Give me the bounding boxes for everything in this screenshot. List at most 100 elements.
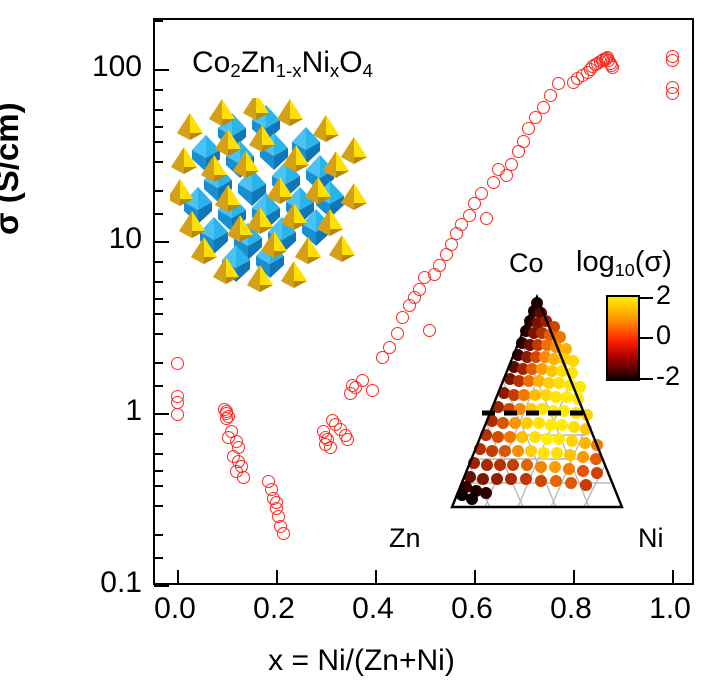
- x-tick-1.0: [672, 570, 674, 584]
- colorbar-label--2: -2: [656, 361, 681, 391]
- scatter-point: [504, 157, 518, 171]
- scatter-point: [341, 433, 355, 447]
- x-tick-0.8: [573, 570, 575, 584]
- scatter-point: [348, 381, 362, 395]
- y-minor-tick: [154, 213, 163, 215]
- scatter-point: [356, 373, 370, 387]
- x-axis-title: x = Ni/(Zn+Ni): [268, 644, 455, 677]
- scatter-point: [536, 100, 550, 114]
- ternary-inset-svg: [450, 293, 624, 509]
- formula-o-sub: 4: [362, 60, 373, 82]
- scatter-point: [422, 324, 436, 338]
- y-minor-tick: [154, 20, 163, 22]
- y-minor-tick: [154, 89, 163, 91]
- colorbar-gradient: [606, 295, 640, 381]
- scatter-point: [455, 217, 469, 231]
- colorbar-title-post: (σ): [634, 246, 672, 278]
- y-minor-tick: [154, 505, 163, 507]
- scatter-point: [474, 186, 488, 200]
- x-tick-0.2: [276, 570, 278, 584]
- scatter-point: [366, 384, 380, 398]
- scatter-point: [665, 87, 679, 101]
- scatter-point: [375, 351, 389, 365]
- y-minor-tick: [154, 298, 163, 300]
- colorbar-tick-2: [640, 297, 653, 299]
- formula-zn: Zn: [240, 46, 276, 79]
- y-minor-tick: [154, 261, 163, 263]
- scatter-point: [445, 238, 459, 252]
- x-label-0.2: 0.2: [253, 592, 295, 625]
- formula-zn-sub: 1-x: [275, 60, 302, 82]
- y-label-10: 10: [108, 222, 142, 255]
- y-minor-tick: [154, 433, 163, 435]
- scatter-point: [229, 464, 243, 478]
- plot-area: Co2Zn1-xNixO4: [153, 18, 694, 587]
- scatter-point: [276, 526, 290, 540]
- x-tick-0.4: [375, 570, 377, 584]
- x-label-0.8: 0.8: [550, 592, 592, 625]
- scatter-point: [323, 441, 337, 454]
- y-tick-0.1: [154, 585, 169, 587]
- colorbar-tick--2: [640, 378, 653, 380]
- y-minor-tick: [154, 109, 163, 111]
- y-minor-tick: [154, 141, 163, 143]
- y-minor-tick: [154, 557, 163, 559]
- scatter-point: [395, 310, 409, 324]
- x-label-0.0: 0.0: [154, 592, 196, 625]
- scatter-point: [326, 414, 340, 428]
- scatter-point: [462, 209, 476, 223]
- y-minor-tick: [154, 362, 163, 364]
- scatter-point: [220, 411, 233, 425]
- scatter-point: [487, 175, 501, 189]
- x-tick-0.0: [177, 570, 179, 584]
- colorbar-title-sub: 10: [614, 260, 635, 281]
- y-minor-tick: [154, 385, 163, 387]
- ternary-inset: [442, 287, 632, 532]
- y-minor-tick: [154, 281, 163, 283]
- scatter-point: [551, 77, 565, 91]
- y-minor-tick: [154, 126, 163, 128]
- scatter-point: [390, 326, 404, 340]
- y-label-1: 1: [125, 394, 142, 427]
- y-minor-tick: [154, 453, 163, 455]
- scatter-point: [170, 356, 184, 370]
- ternary-label-zn: Zn: [389, 523, 421, 553]
- colorbar-label-0: 0: [656, 320, 672, 350]
- scatter-point: [529, 111, 543, 125]
- formula-co: Co: [192, 46, 231, 79]
- scatter-point: [170, 408, 184, 421]
- colorbar-title: log10(σ): [576, 246, 672, 281]
- formula-annotation: Co2Zn1-xNixO4: [192, 46, 373, 82]
- scatter-layer: [155, 20, 692, 583]
- y-axis-title: σ (S/cm): [0, 102, 25, 235]
- ternary-label-co: Co: [509, 248, 544, 278]
- y-minor-tick: [154, 485, 163, 487]
- ternary-label-ni: Ni: [638, 523, 664, 553]
- y-minor-tick: [154, 470, 163, 472]
- scatter-point: [413, 283, 427, 297]
- colorbar: 2 0 -2: [606, 282, 680, 390]
- scatter-point: [467, 197, 481, 211]
- scatter-point: [544, 89, 558, 103]
- colorbar-label-2: 2: [656, 280, 672, 310]
- scatter-point: [606, 61, 620, 75]
- scatter-point: [383, 341, 397, 355]
- y-tick-1: [154, 413, 169, 415]
- ternary-heatmap-points: [456, 297, 603, 505]
- x-label-0.4: 0.4: [352, 592, 394, 625]
- colorbar-title-pre: log: [576, 246, 615, 278]
- scatter-point: [499, 169, 513, 183]
- formula-ni: Ni: [301, 46, 330, 79]
- scatter-point: [432, 259, 446, 273]
- scatter-point: [479, 212, 493, 226]
- scatter-point: [665, 54, 679, 68]
- y-minor-tick: [154, 161, 163, 163]
- x-label-0.6: 0.6: [451, 592, 493, 625]
- y-minor-tick: [154, 333, 163, 335]
- y-minor-tick: [154, 313, 163, 315]
- y-minor-tick: [154, 190, 163, 192]
- y-label-100: 100: [91, 50, 142, 83]
- colorbar-tick-0: [640, 337, 653, 339]
- formula-o: O: [339, 46, 363, 79]
